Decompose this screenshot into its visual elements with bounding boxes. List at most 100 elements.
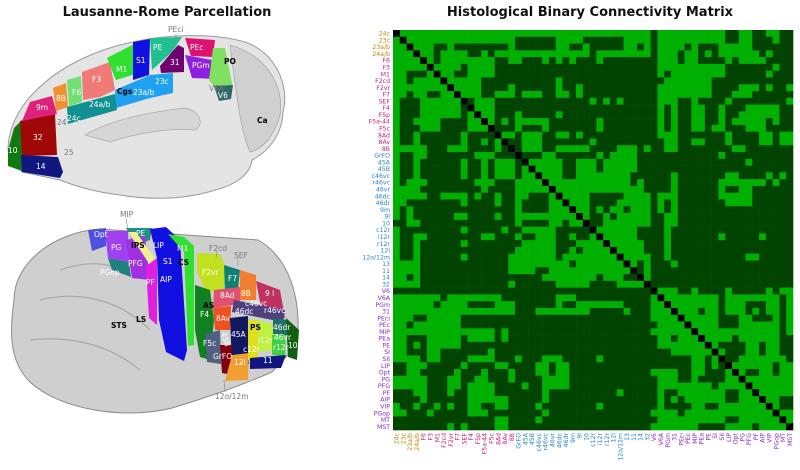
matrix-cell [413,138,421,146]
matrix-cell [718,260,726,268]
matrix-cell [582,118,590,126]
matrix-cell [603,63,611,71]
matrix-cell [508,152,516,160]
matrix-cell [474,233,482,241]
label-grfo: GrFO [213,352,232,361]
matrix-cell [765,219,773,227]
matrix-cell [562,165,570,173]
matrix-cell [454,321,462,329]
matrix-cell [487,382,495,390]
matrix-cell [684,30,692,38]
matrix-cell [420,396,428,404]
matrix-cell [772,77,780,85]
matrix-cell [399,389,407,397]
matrix-cell [515,138,523,146]
matrix-cell [481,246,489,255]
matrix-cell [596,355,604,363]
matrix-cell [677,91,685,99]
matrix-cell [725,301,733,309]
matrix-cell [589,165,597,173]
matrix-cell [576,260,584,268]
matrix-cell [738,267,746,275]
matrix-cell [460,328,468,336]
matrix-cell [779,97,787,105]
x-tick-label: PGm [665,433,672,448]
matrix-cell [786,328,794,336]
matrix-cell [393,260,401,268]
matrix-cell [731,301,740,309]
matrix-cell [521,382,529,390]
matrix-cell [413,111,421,119]
matrix-cell [765,152,773,160]
matrix-cell [718,253,726,261]
matrix-cell [542,118,550,126]
matrix-cell [677,335,685,343]
matrix-cell [474,138,482,146]
matrix-cell [745,375,753,383]
matrix-cell [589,368,597,377]
matrix-cell [494,206,502,214]
matrix-cell [765,307,773,316]
matrix-cell [630,233,638,241]
matrix-cell [596,77,604,85]
matrix-cell [555,280,563,288]
matrix-cell [616,368,624,377]
matrix-cell [589,260,597,268]
matrix-cell [759,233,767,241]
matrix-cell [535,267,543,275]
matrix-cell [460,416,468,424]
matrix-cell [670,158,679,166]
matrix-cell [650,375,658,383]
matrix-cell [596,362,604,370]
matrix-cell [698,402,706,410]
matrix-cell [528,91,536,99]
label-24c: 24c [67,114,81,123]
matrix-cell [637,179,645,187]
matrix-cell [691,219,699,227]
matrix-cell [460,382,468,390]
matrix-cell [657,341,665,349]
matrix-cell [487,179,495,187]
matrix-cell [759,179,767,187]
label-12o12m: 12o/12m [215,392,249,401]
matrix-cell [562,409,570,417]
matrix-cell [603,260,611,268]
matrix-cell [650,172,658,180]
matrix-cell [548,219,557,227]
matrix-cell [691,328,699,336]
matrix-cell [711,328,719,336]
matrix-cell [399,97,407,105]
matrix-cell [725,402,733,410]
corpus-callosum-outline [84,107,201,143]
matrix-cell [569,321,577,329]
matrix-cell [725,131,733,139]
x-tick-label: 8Av [502,433,509,445]
matrix-cell [460,226,468,234]
matrix-cell [616,274,624,282]
label-ca: Ca [257,116,268,125]
matrix-cell [474,226,482,234]
label-cgs: Cgs [117,87,133,96]
matrix-cell [454,84,462,92]
matrix-cell [725,274,733,282]
matrix-cell [481,124,489,132]
matrix-cell [765,402,773,410]
matrix-cell [528,314,536,322]
matrix-cell [555,118,563,126]
matrix-cell [508,219,516,227]
matrix-cell [460,240,468,248]
matrix-cell [433,314,441,322]
matrix-cell [698,341,706,349]
matrix-cell [759,294,767,302]
matrix-cell [420,321,428,329]
matrix-cell [718,416,726,424]
y-tick-label: PGop [374,410,390,417]
matrix-cell [515,206,523,214]
matrix-cell [657,416,665,424]
matrix-cell [467,396,475,404]
matrix-cell [569,70,577,78]
matrix-cell [508,382,516,390]
matrix-cell [704,314,712,322]
matrix-cell [738,145,746,153]
matrix-cell [582,341,590,349]
